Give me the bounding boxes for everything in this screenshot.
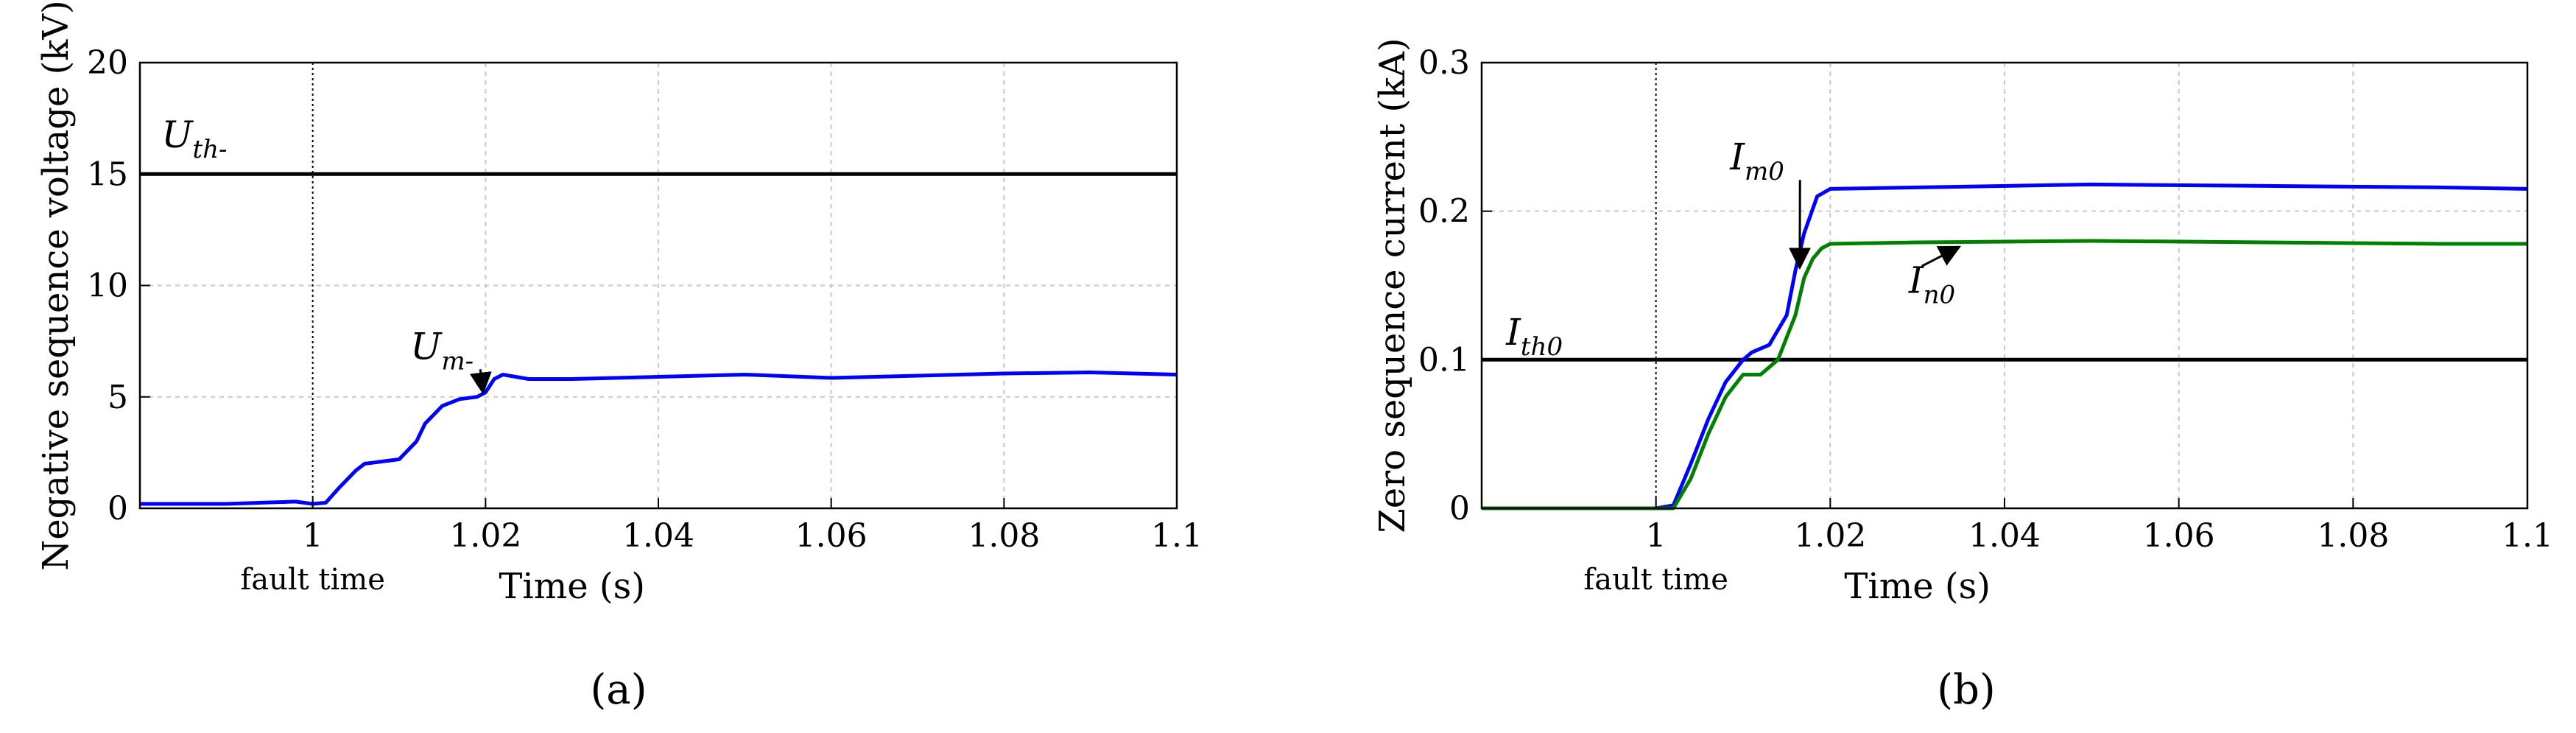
chart1-annotation-arrow-1 (480, 369, 483, 392)
chart1-ytick-label-0: 0 (108, 490, 128, 527)
chart2-xtick-label-0: 1 (1646, 517, 1667, 555)
chart2-group: 1 1.02 1.04 1.06 1.08 1.1 0 0.1 0.2 0.3 fault time… (1372, 38, 2553, 714)
chart2-x-axis-title: Time (s) (1844, 566, 1991, 607)
chart1-group: 1 1.02 1.04 1.06 1.08 1.1 0 5 10 15 20 fault time Ti… (35, 0, 1203, 714)
chart2-xtick-label-4: 1.08 (2317, 517, 2389, 555)
chart1-xtick-label-0: 1 (303, 517, 323, 555)
chart1-ytick-label-4: 20 (87, 44, 128, 82)
chart2-ytick-label-3: 0.3 (1418, 44, 1470, 82)
chart1-y-axis-title: Negative sequence voltage (kV) (35, 0, 77, 571)
chart1-ytick-label-3: 15 (87, 155, 128, 193)
chart1-ytick-label-1: 5 (108, 379, 128, 416)
chart2-xtick-label-3: 1.06 (2143, 517, 2215, 555)
chart2-annotation-i-n0: In0 (1908, 259, 1955, 310)
chart2-ytick-label-1: 0.1 (1418, 341, 1470, 379)
chart2-annotation-i-th0: Ith0 (1505, 311, 1563, 362)
chart2-annotation-arrow-2 (1922, 247, 1960, 266)
chart1-xtick-label-1: 1.02 (449, 517, 521, 555)
chart1-x-axis-title: Time (s) (499, 566, 645, 607)
chart2-xtick-label-2: 1.04 (1968, 517, 2041, 555)
chart1-annotation-u-th: Uth- (161, 113, 227, 164)
chart1-ytick-label-2: 10 (87, 267, 128, 305)
chart2-y-axis-title: Zero sequence current (kA) (1372, 38, 1413, 533)
chart2-xtick-label-1: 1.02 (1794, 517, 1866, 555)
chart2-ytick-label-0: 0 (1449, 490, 1470, 527)
chart1-xtick-label-4: 1.08 (968, 517, 1040, 555)
chart2-panel-label: (b) (1937, 666, 1996, 714)
chart2-xtick-label-5: 1.1 (2502, 517, 2553, 555)
chart1-xtick-label-2: 1.04 (622, 517, 694, 555)
chart1-xtick-label-3: 1.06 (795, 517, 868, 555)
chart1-panel-label: (a) (590, 666, 647, 714)
chart2-annotation-i-m0: Im0 (1729, 136, 1784, 186)
chart1-fault-time-label: fault time (240, 563, 384, 597)
chart1-annotation-u-m: Um- (410, 325, 474, 376)
chart2-ytick-label-2: 0.2 (1418, 193, 1470, 231)
chart2-fault-time-label: fault time (1583, 563, 1728, 597)
chart1-xtick-label-5: 1.1 (1151, 517, 1203, 555)
